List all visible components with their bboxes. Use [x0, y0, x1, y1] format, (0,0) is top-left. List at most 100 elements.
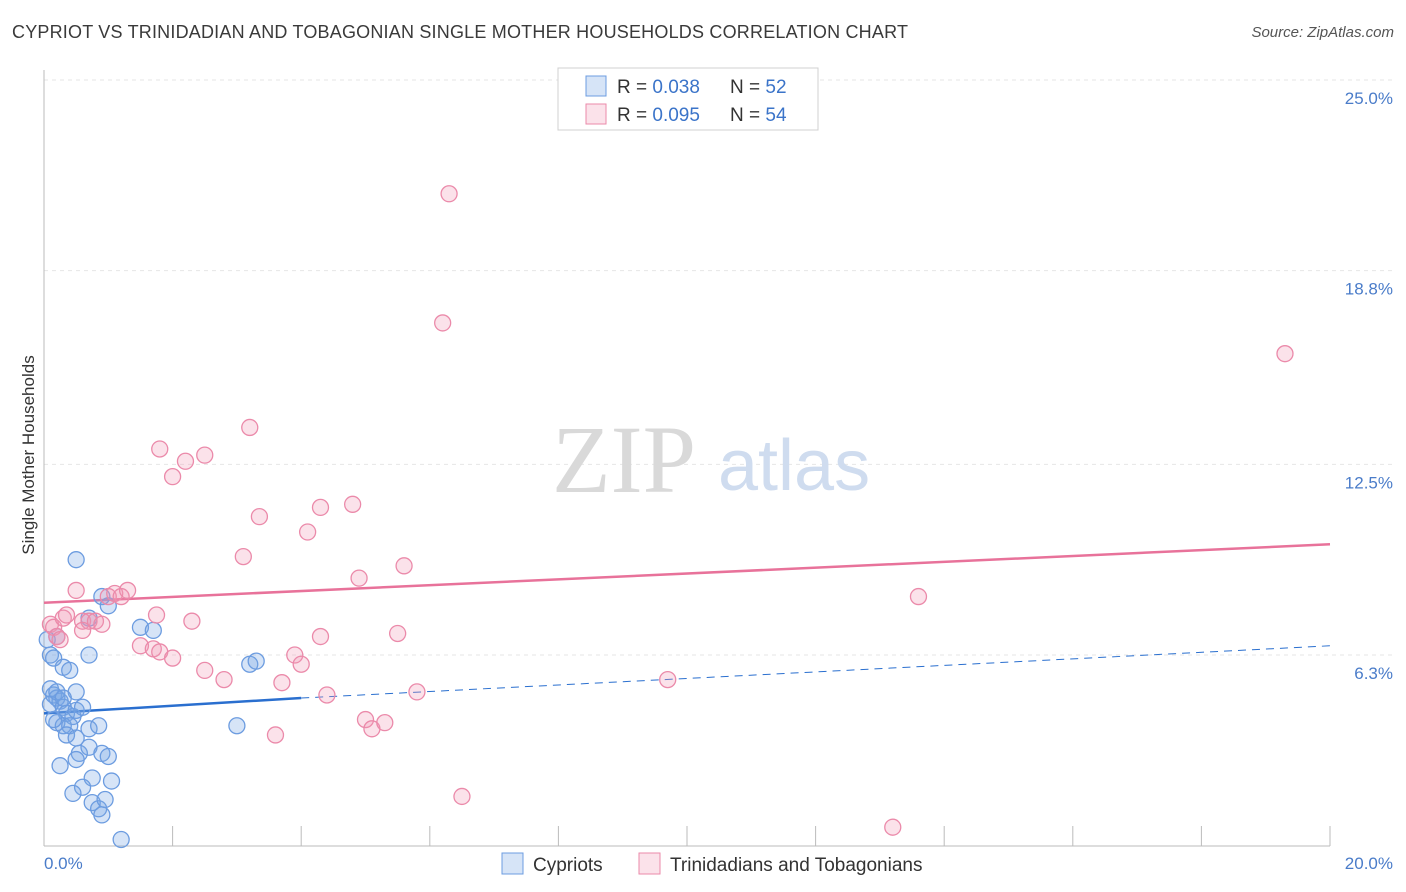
point-cypriots-1 — [41, 646, 60, 664]
point-trinidadians-42 — [234, 547, 252, 566]
point-trinidadians-14 — [73, 621, 92, 640]
chart-title: CYPRIOT VS TRINIDADIAN AND TOBAGONIAN SI… — [12, 22, 909, 42]
point-trinidadians-39 — [196, 446, 214, 464]
point-trinidadians-44 — [311, 498, 330, 517]
y-tick-label-2: 18.8% — [1345, 280, 1393, 299]
legend-swatch-pink — [585, 103, 607, 125]
point-trinidadians-26 — [286, 646, 304, 664]
point-cypriots-48 — [228, 717, 246, 735]
point-cypriots-39 — [80, 646, 98, 664]
point-trinidadians-8 — [80, 612, 98, 630]
watermark: ZIP atlas — [552, 406, 870, 513]
y-tick-label-0: 6.3% — [1354, 664, 1393, 683]
point-trinidadians-53 — [453, 787, 471, 806]
point-cypriots-25 — [67, 750, 85, 769]
point-trinidadians-16 — [131, 637, 150, 655]
point-trinidadians-36 — [151, 440, 169, 458]
point-cypriots-51 — [44, 710, 63, 729]
point-trinidadians-24 — [266, 726, 285, 744]
point-trinidadians-35 — [408, 683, 426, 701]
axes — [43, 70, 1331, 847]
point-trinidadians-22 — [196, 661, 214, 680]
point-trinidadians-5 — [57, 606, 76, 624]
series-legend-label-trinidadians: Trinidadians and Tobagonians — [670, 855, 922, 876]
point-trinidadians-50 — [909, 587, 928, 606]
legend-r-value-2: 0.095 — [652, 105, 700, 126]
watermark-zip: ZIP — [552, 406, 696, 513]
point-trinidadians-7 — [73, 612, 92, 630]
point-cypriots-50 — [54, 689, 72, 707]
point-cypriots-28 — [51, 757, 69, 775]
point-trinidadians-15 — [118, 581, 137, 600]
point-cypriots-32 — [64, 784, 82, 803]
point-trinidadians-23 — [215, 670, 233, 689]
point-trinidadians-48 — [440, 185, 458, 203]
point-cypriots-15 — [73, 698, 92, 716]
point-trinidadians-19 — [163, 649, 182, 667]
point-cypriots-35 — [93, 806, 111, 824]
point-trinidadians-51 — [1276, 345, 1294, 363]
point-trinidadians-34 — [395, 557, 413, 575]
point-trinidadians-32 — [376, 713, 394, 732]
legend-n-row-1: N = 52 — [730, 77, 787, 98]
point-cypriots-27 — [99, 747, 117, 766]
point-trinidadians-30 — [356, 710, 375, 729]
legend-swatch-blue — [585, 75, 607, 97]
y-tick-labels: 6.3% 12.5% 18.8% 25.0% — [1345, 89, 1393, 683]
trend-line-cypriots — [43, 696, 302, 715]
point-cypriots-7 — [44, 686, 63, 704]
point-cypriots-49 — [48, 683, 66, 701]
point-cypriots-17 — [54, 717, 72, 735]
series-legend-swatch-cypriots — [501, 852, 524, 875]
point-trinidadians-37 — [163, 468, 182, 486]
point-trinidadians-2 — [48, 627, 66, 646]
point-trinidadians-43 — [298, 523, 317, 541]
legend-r-label-2: R = — [617, 105, 652, 126]
point-cypriots-31 — [73, 778, 92, 796]
point-cypriots-20 — [90, 717, 108, 735]
point-trinidadians-29 — [318, 686, 336, 704]
point-trinidadians-10 — [93, 615, 111, 633]
series-legend-label-cypriots: Cypriots — [533, 855, 603, 876]
x-tick-labels: 0.0% 20.0% — [44, 854, 1393, 873]
point-cypriots-8 — [48, 689, 66, 707]
legend-r-value-1: 0.038 — [652, 77, 700, 98]
point-cypriots-33 — [83, 793, 101, 812]
point-trinidadians-4 — [54, 609, 72, 627]
legend-r-label-1: R = — [617, 77, 652, 98]
legend-n-value-2: 54 — [765, 105, 787, 126]
point-trinidadians-25 — [273, 674, 291, 692]
point-cypriots-44 — [131, 618, 150, 636]
point-trinidadians-38 — [176, 452, 195, 470]
legend-n-label-1: N = — [730, 77, 765, 98]
point-trinidadians-40 — [241, 418, 259, 437]
point-trinidadians-45 — [350, 569, 368, 587]
series-legend-swatch-trinidadians — [638, 852, 661, 875]
stats-legend: R = 0.038 N = 52 R = 0.095 N = 54 — [557, 67, 819, 131]
point-cypriots-37 — [112, 830, 130, 849]
point-trinidadians-46 — [343, 495, 362, 513]
point-cypriots-45 — [144, 621, 162, 640]
x-tick-label-0: 0.0% — [44, 854, 83, 873]
legend-n-row-2: N = 54 — [730, 105, 787, 126]
point-cypriots-36 — [96, 790, 114, 809]
point-cypriots-47 — [247, 652, 265, 670]
grid-lines — [44, 79, 1394, 656]
point-cypriots-30 — [102, 772, 121, 790]
y-tick-label-3: 25.0% — [1345, 89, 1393, 108]
legend-row-2: R = 0.095 — [617, 105, 700, 126]
stats-legend-box — [557, 67, 819, 131]
watermark-atlas: atlas — [718, 426, 870, 506]
legend-n-label-2: N = — [730, 105, 765, 126]
point-cypriots-19 — [80, 720, 98, 738]
point-trinidadians-47 — [434, 314, 452, 332]
point-trinidadians-41 — [250, 507, 269, 526]
point-cypriots-5 — [61, 661, 79, 680]
point-trinidadians-13 — [112, 587, 130, 606]
legend-row-1: R = 0.038 — [617, 77, 700, 98]
point-cypriots-40 — [93, 587, 111, 606]
point-trinidadians-49 — [659, 670, 677, 689]
point-trinidadians-3 — [51, 630, 69, 649]
point-trinidadians-20 — [147, 606, 166, 624]
point-trinidadians-28 — [311, 627, 330, 646]
